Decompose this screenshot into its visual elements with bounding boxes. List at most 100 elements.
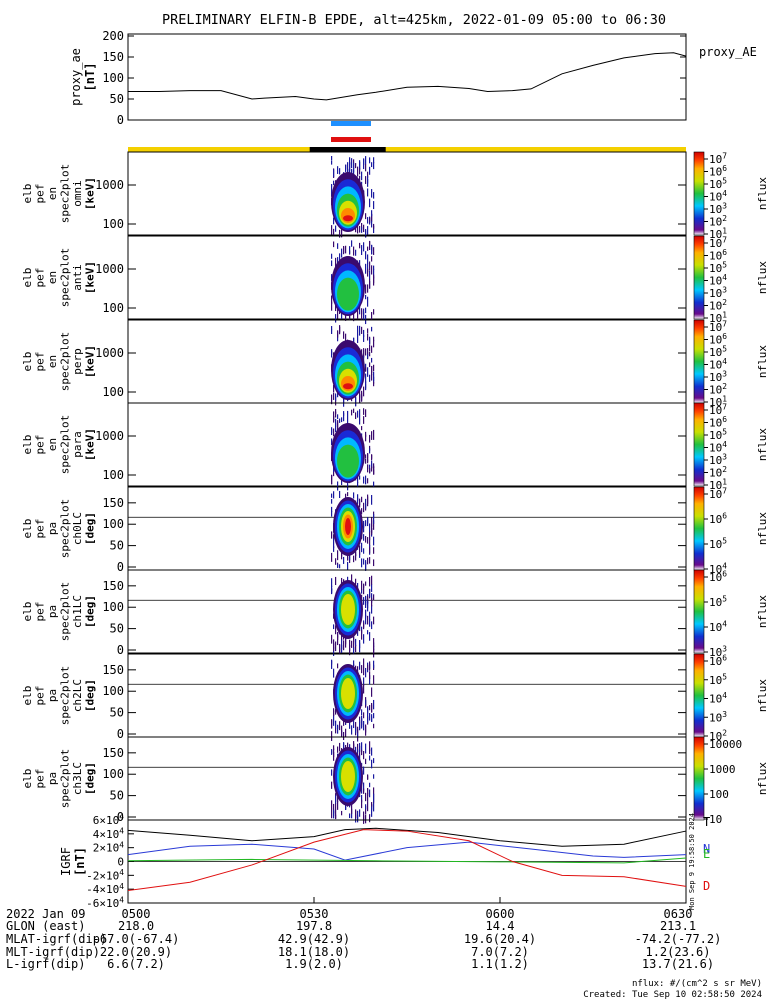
- spec-speckle: [351, 240, 353, 247]
- spec-speckle: [365, 792, 367, 802]
- spec-speckle: [367, 246, 369, 251]
- spec-speckle: [331, 634, 333, 644]
- spec-speckle: [339, 491, 341, 499]
- colorbar-tick-label: 105: [709, 261, 727, 275]
- spec-speckle: [365, 562, 367, 571]
- spec-speckle: [365, 805, 367, 814]
- spec-speckle: [347, 561, 349, 571]
- spec-speckle: [337, 797, 339, 803]
- spec-ytick-label: 50: [110, 539, 124, 553]
- spec-speckle: [373, 371, 375, 382]
- colorbar-tick-label: 105: [709, 177, 727, 191]
- spec-ylabel-line: en: [46, 355, 59, 368]
- spec-ylabel-line: elb: [21, 602, 34, 622]
- spec-speckle: [349, 648, 351, 656]
- spec-speckle: [349, 246, 351, 254]
- spec-speckle: [347, 415, 349, 425]
- spec-speckle: [367, 787, 369, 797]
- spec-speckle: [365, 599, 367, 608]
- colorbar-tick-label: 104: [709, 357, 727, 371]
- spec-speckle: [365, 804, 367, 810]
- spec-ylabel-line: [keV]: [84, 428, 97, 461]
- spec-speckle: [345, 636, 347, 645]
- spec-speckle: [361, 496, 363, 503]
- igrf-ytick-label: 0: [117, 856, 124, 869]
- colorbar-tick-label: 105: [709, 537, 727, 551]
- spec-speckle: [369, 713, 371, 721]
- spec-speckle: [363, 348, 365, 358]
- spec-speckle: [343, 331, 345, 339]
- spec-speckle: [331, 659, 333, 664]
- plot-title: PRELIMINARY ELFIN-B EPDE, alt=425km, 202…: [162, 12, 666, 28]
- spec-speckle: [357, 225, 359, 234]
- spec-speckle: [357, 749, 359, 759]
- spec-speckle: [373, 774, 375, 779]
- spec-speckle: [339, 742, 341, 752]
- spec-ylabel-line: pef: [34, 519, 47, 539]
- spec-speckle: [331, 800, 333, 810]
- x-axis-ephemeris: 2022 Jan 09 0500 0530 0600 0630 GLON (east) 21…: [6, 897, 721, 971]
- igrf-series-T: [127, 827, 687, 847]
- x-row-value: 0630: [664, 907, 693, 921]
- spec-speckle: [335, 803, 337, 810]
- spec-speckle: [373, 514, 375, 524]
- spec-speckle: [355, 727, 357, 734]
- spec-speckle: [353, 718, 355, 729]
- spec-speckle: [331, 506, 333, 513]
- x-row-value: 7.0(7.2): [471, 945, 529, 959]
- spec-speckle: [369, 782, 371, 788]
- spec-speckle: [341, 417, 343, 423]
- spec-speckle: [369, 619, 371, 627]
- spec-speckle: [367, 496, 369, 507]
- spec-speckle: [363, 308, 365, 318]
- spec-speckle: [357, 498, 359, 505]
- spec-speckle: [365, 176, 367, 184]
- spec-speckle: [371, 312, 373, 320]
- spec-speckle: [363, 523, 365, 533]
- x-row-label: MLT-igrf(dip): [6, 945, 100, 959]
- spec-speckle: [343, 556, 345, 564]
- spec-speckle: [369, 814, 371, 823]
- spec-speckle: [349, 813, 351, 819]
- spec-ylabel-line: perp: [71, 348, 84, 375]
- igrf-ytick-label: -4×104: [86, 882, 124, 896]
- spec-speckle: [353, 647, 355, 655]
- spec-speckle: [337, 635, 339, 646]
- spec-speckle: [363, 597, 365, 605]
- spec-speckle: [363, 712, 365, 719]
- spec-speckle: [361, 709, 363, 716]
- spec-speckle: [359, 501, 361, 508]
- spec-speckle: [357, 726, 359, 733]
- spec-speckle: [363, 334, 365, 342]
- spec-speckle: [361, 245, 363, 255]
- spec-ylabel-line: spec2plot: [59, 415, 72, 475]
- spec-speckle: [355, 550, 357, 557]
- spec-speckle: [373, 162, 375, 170]
- x-row-label: L-igrf(dip): [6, 957, 85, 971]
- spec-speckle: [331, 156, 333, 160]
- spec-speckle: [367, 262, 369, 273]
- spec-speckle: [357, 310, 359, 320]
- spec-speckle: [371, 621, 373, 630]
- spec-speckle: [373, 429, 375, 440]
- colorbar-label: nflux: [756, 261, 769, 294]
- spec-speckle: [333, 745, 335, 750]
- spec-speckle: [331, 301, 333, 311]
- spec-speckle: [331, 225, 333, 235]
- spec-speckle: [355, 249, 357, 256]
- igrf-ylabel: IGRF: [59, 847, 73, 876]
- spec-speckle: [361, 508, 363, 515]
- spec-speckle: [369, 755, 371, 761]
- spec-ylabel-line: spec2plot: [59, 164, 72, 224]
- spec-speckle: [371, 466, 373, 472]
- spec-speckle: [359, 809, 361, 817]
- spec-speckle: [373, 463, 375, 468]
- spec-speckle: [359, 260, 361, 267]
- spec-speckle: [359, 661, 361, 670]
- spec-speckle: [367, 176, 369, 184]
- spec-speckle: [373, 364, 375, 372]
- spec-ytick-label: 100: [102, 385, 124, 399]
- spec-speckle: [359, 545, 361, 555]
- spec-speckle: [369, 557, 371, 564]
- spec-speckle: [373, 268, 375, 279]
